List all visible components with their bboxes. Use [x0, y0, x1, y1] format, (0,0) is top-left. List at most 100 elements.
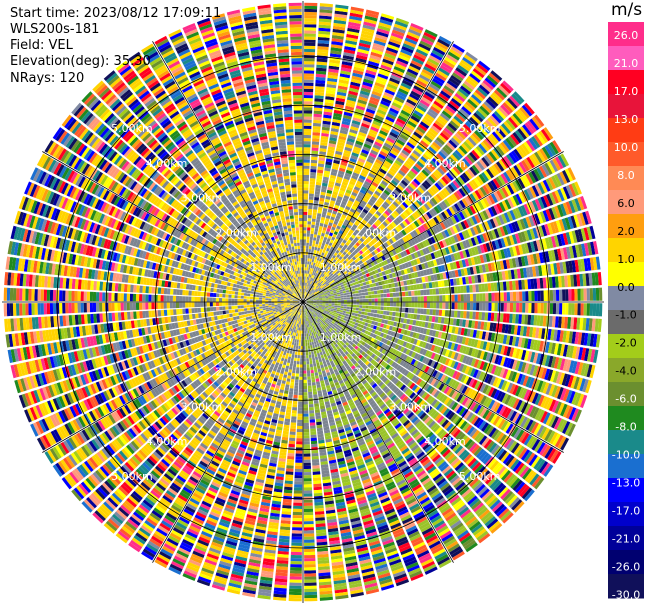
radar-gate [304, 288, 306, 292]
radar-gate [308, 208, 313, 213]
radar-gate [416, 104, 427, 113]
radar-gate [451, 302, 455, 310]
radar-gate [390, 297, 394, 302]
radar-gate [448, 294, 452, 302]
radar-gate [362, 24, 376, 31]
radar-gate [388, 152, 397, 159]
radar-gate [436, 302, 440, 309]
radar-gate [311, 156, 318, 161]
radar-gate [396, 302, 400, 307]
radar-gate [405, 123, 416, 131]
radar-gate [347, 134, 356, 140]
radar-gate [378, 70, 390, 77]
radar-gate [357, 286, 362, 291]
radar-gate [372, 164, 380, 171]
radar-gate [423, 302, 428, 308]
radar-gate [382, 315, 386, 320]
radar-gate [303, 116, 312, 120]
radar-gate [359, 202, 366, 209]
radar-gate [452, 43, 465, 53]
radar-gate [370, 309, 375, 313]
radar-gate [353, 299, 357, 302]
radar-gate [331, 165, 339, 171]
radar-gate [424, 29, 438, 38]
radar-gate [334, 204, 340, 210]
radar-gate [366, 134, 376, 141]
radar-gate [314, 243, 319, 248]
radar-gate [324, 233, 329, 238]
radar-gate [339, 187, 346, 192]
radar-gate [324, 257, 328, 262]
radar-gate [303, 242, 306, 246]
radar-gate [436, 70, 449, 79]
radar-gate [325, 158, 333, 163]
radar-gate [309, 284, 312, 288]
radar-gate [558, 289, 563, 301]
radar-gate [359, 213, 365, 219]
radar-gate [321, 129, 330, 134]
radar-gate [391, 147, 401, 154]
radar-gate [303, 224, 307, 228]
radar-gate [343, 302, 348, 305]
radar-gate [323, 108, 333, 113]
radar-gate [347, 93, 358, 99]
radar-gate [350, 78, 362, 84]
radar-gate [334, 294, 338, 297]
radar-gate [403, 40, 417, 48]
radar-gate [377, 302, 381, 306]
radar-gate [324, 250, 329, 255]
radar-gate [340, 227, 345, 232]
radar-gate [343, 295, 347, 298]
radar-gate [391, 102, 402, 109]
radar-gate [356, 137, 365, 143]
radar-gate [340, 306, 344, 309]
radar-gate [343, 208, 350, 214]
radar-gate [351, 75, 362, 81]
radar-gate [342, 312, 346, 316]
radar-gate [303, 91, 314, 96]
radar-gate [303, 138, 311, 142]
radar-gate [408, 139, 417, 147]
radar-gate [332, 31, 345, 37]
radar-gate [344, 219, 350, 224]
radar-gate [310, 233, 314, 238]
radar-gate [305, 273, 308, 277]
radar-gate [376, 286, 380, 290]
radar-gate [404, 73, 416, 82]
radar-gate [305, 282, 307, 286]
radar-gate [549, 303, 554, 314]
radar-gate [306, 233, 310, 237]
radar-gate [370, 126, 379, 133]
radar-gate [475, 311, 480, 320]
radar-gate [309, 274, 312, 278]
radar-gate [441, 62, 454, 71]
radar-gate [331, 41, 343, 46]
radar-gate [304, 276, 306, 280]
radar-gate [303, 227, 307, 231]
radar-gate [350, 6, 364, 12]
radar-gate [331, 124, 340, 130]
radar-gate [506, 292, 511, 302]
radar-gate [377, 25, 391, 32]
radar-gate [363, 18, 377, 25]
radar-gate [364, 15, 378, 22]
radar-gate [392, 287, 396, 293]
radar-gate [366, 175, 374, 181]
radar-gate [359, 36, 373, 43]
radar-gate [312, 262, 316, 266]
radar-gate [395, 292, 400, 297]
radar-gate [444, 310, 449, 317]
radar-gate [341, 123, 350, 129]
radar-gate [327, 251, 331, 256]
radar-gate [314, 263, 318, 267]
radar-gate [304, 15, 317, 19]
radar-gate [466, 302, 471, 311]
radar-gate [314, 273, 318, 277]
radar-gate [325, 299, 329, 301]
radar-gate [568, 289, 572, 301]
radar-gate [373, 161, 382, 168]
radar-gate [352, 117, 362, 123]
radar-gate [322, 239, 327, 244]
radar-gate [382, 58, 394, 66]
radar-gate [354, 166, 362, 172]
